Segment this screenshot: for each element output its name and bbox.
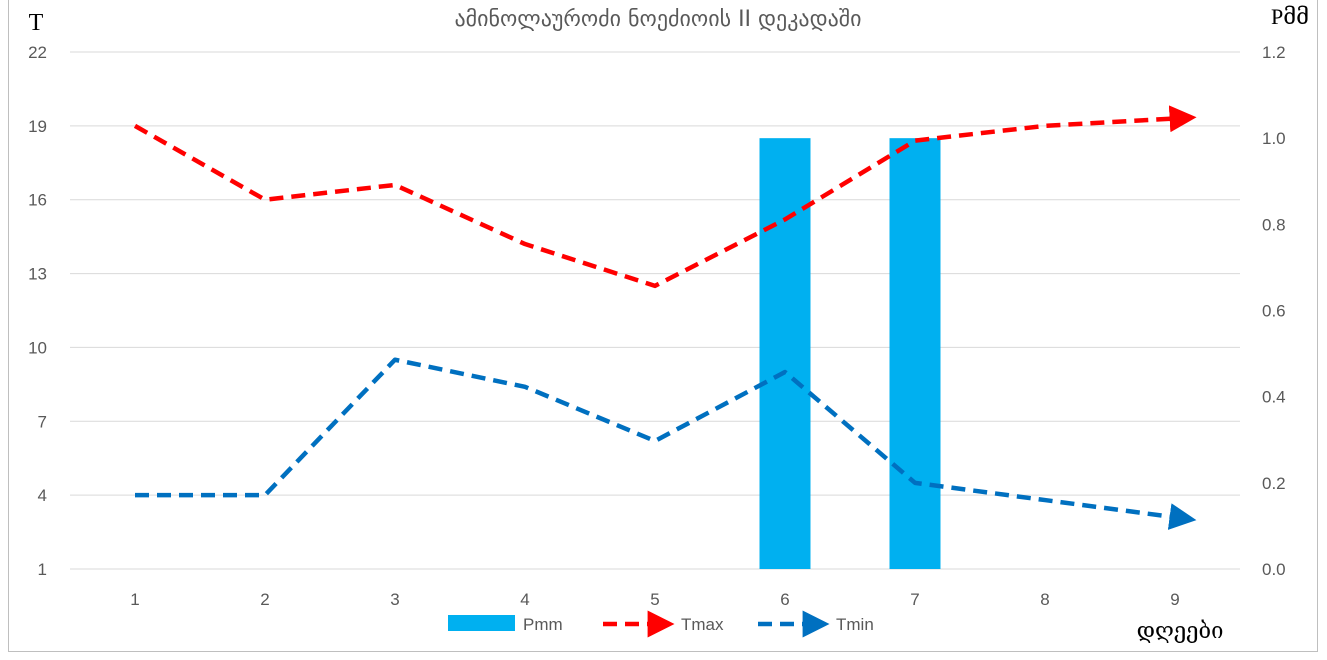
y-right-tick-labels: 1.2 1.0 0.8 0.6 0.4 0.2 0.0	[1262, 43, 1286, 579]
x-tick-label: 2	[260, 590, 269, 609]
x-tick-label: 7	[910, 590, 919, 609]
y-left-tick-label: 10	[28, 338, 47, 357]
chart-frame	[8, 0, 1318, 652]
gridlines	[70, 51, 1240, 570]
legend-label-tmax: Tmax	[681, 615, 724, 634]
x-tick-labels: 1 2 3 4 5 6 7 8 9	[130, 590, 1179, 609]
x-tick-label: 1	[130, 590, 139, 609]
legend-label-tmin: Tmin	[836, 615, 874, 634]
x-tick-label: 3	[390, 590, 399, 609]
y-right-tick-label: 0.2	[1262, 474, 1286, 493]
chart-title: ამინოლაუროძი ნოეძიოის II დეკადაში	[454, 7, 861, 32]
y-right-axis-label: Pმმ	[1271, 4, 1309, 29]
x-tick-label: 6	[780, 590, 789, 609]
y-right-tick-label: 0.8	[1262, 215, 1286, 234]
y-left-tick-label: 13	[28, 265, 47, 284]
y-left-tick-labels: 22 19 16 13 10 7 4 1	[28, 43, 47, 579]
legend-swatch-pmm	[448, 615, 515, 631]
y-left-tick-label: 1	[38, 560, 47, 579]
y-left-tick-label: 22	[28, 43, 47, 62]
x-tick-label: 4	[520, 590, 529, 609]
y-left-tick-label: 19	[28, 117, 47, 136]
x-tick-label: 8	[1040, 590, 1049, 609]
x-axis-label: დღეები	[1137, 618, 1224, 643]
y-left-tick-label: 16	[28, 191, 47, 210]
y-right-tick-label: 1.2	[1262, 43, 1286, 62]
y-left-tick-label: 4	[38, 486, 47, 505]
y-right-tick-label: 0.4	[1262, 388, 1286, 407]
y-left-tick-label: 7	[38, 412, 47, 431]
line-tmax	[133, 105, 1197, 289]
y-right-tick-label: 1.0	[1262, 129, 1286, 148]
line-series	[133, 105, 1197, 530]
legend: Pmm Tmax Tmin	[448, 610, 874, 638]
bar-pmm	[759, 138, 811, 569]
y-right-tick-label: 0.0	[1262, 560, 1286, 579]
y-left-axis-label: T	[29, 10, 44, 36]
y-right-tick-label: 0.6	[1262, 302, 1286, 321]
line-tmin	[135, 357, 1197, 530]
x-tick-label: 5	[650, 590, 659, 609]
bar-pmm	[889, 138, 941, 569]
x-tick-label: 9	[1170, 590, 1179, 609]
legend-label-pmm: Pmm	[523, 615, 563, 634]
bar-series	[759, 138, 941, 569]
